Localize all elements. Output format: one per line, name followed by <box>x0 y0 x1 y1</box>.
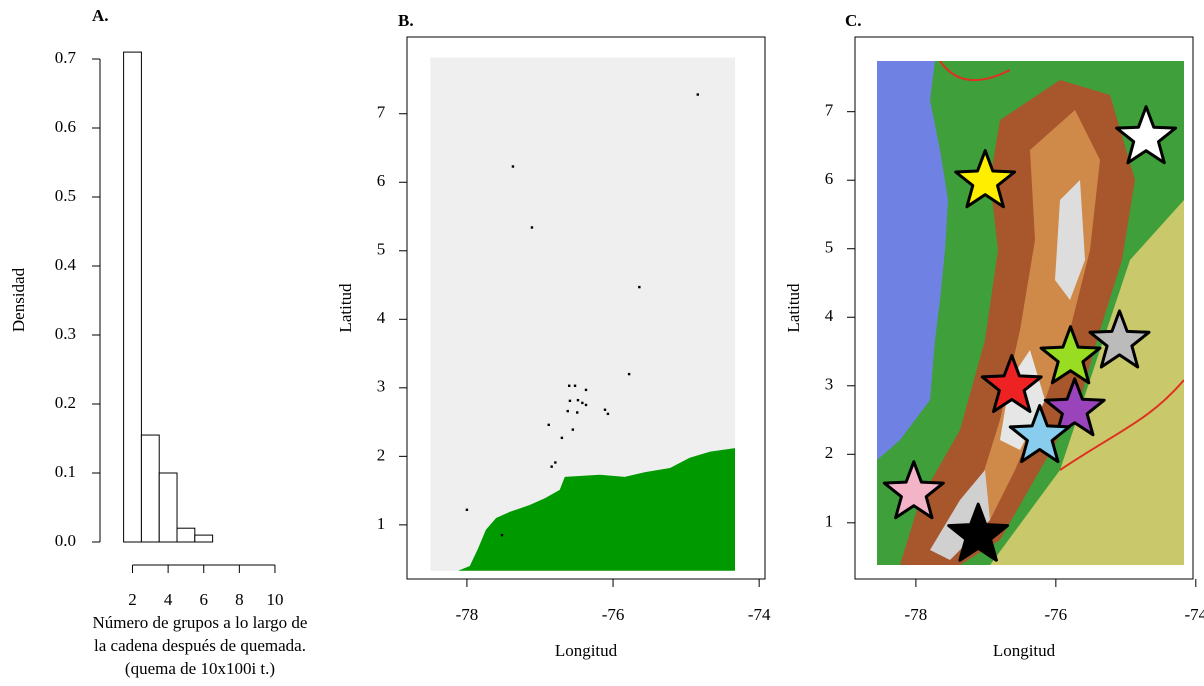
y-tick-label: 0.1 <box>55 462 76 481</box>
y-tick-label: 0.3 <box>55 324 76 343</box>
point <box>568 385 570 387</box>
histogram-bar <box>195 535 213 542</box>
y-tick-label: 2 <box>825 443 834 462</box>
panel-title: A. <box>92 6 109 25</box>
point <box>638 286 640 288</box>
point <box>604 409 606 411</box>
point <box>531 226 533 228</box>
y-tick-label: 0.7 <box>55 48 77 67</box>
point <box>561 437 563 439</box>
x-tick-label: -76 <box>602 605 625 624</box>
x-tick-label: 2 <box>128 590 137 609</box>
x-tick-label: 10 <box>266 590 283 609</box>
y-tick-label: 7 <box>377 103 386 122</box>
point <box>572 428 574 430</box>
point <box>628 373 630 375</box>
point <box>554 461 556 463</box>
y-tick-label: 0.0 <box>55 531 76 550</box>
y-tick-label: 3 <box>377 377 386 396</box>
y-tick-label: 7 <box>825 101 834 120</box>
y-tick-label: 5 <box>825 238 834 257</box>
x-axis-label: (quema de 10x100i t.) <box>125 659 275 678</box>
y-tick-label: 0.2 <box>55 393 76 412</box>
x-tick-label: -74 <box>748 605 771 624</box>
figure: A. 0.0 0.1 0.2 0.3 0.4 0.5 0.6 0.7 2 4 6 8 10 Número d… <box>0 0 1204 686</box>
y-tick-label: 0.6 <box>55 117 76 136</box>
x-axis-label: Longitud <box>555 641 618 660</box>
y-tick-label: 6 <box>377 171 386 190</box>
y-tick-label: 2 <box>377 445 386 464</box>
y-axis-label: Densidad <box>9 267 28 332</box>
point <box>512 165 514 167</box>
point <box>569 400 571 402</box>
point <box>581 402 583 404</box>
x-tick-label: -78 <box>905 605 928 624</box>
x-tick-label: -78 <box>456 605 479 624</box>
point <box>550 465 552 467</box>
x-axis-label: la cadena después de quemada. <box>94 636 306 655</box>
y-tick-label: 5 <box>377 240 386 259</box>
point <box>577 399 579 401</box>
y-tick-label: 3 <box>825 375 834 394</box>
x-tick-label: 8 <box>235 590 244 609</box>
y-axis-label: Latitud <box>336 283 355 333</box>
point <box>574 385 576 387</box>
y-tick-label: 1 <box>825 512 834 531</box>
point <box>501 534 503 536</box>
point <box>466 509 468 511</box>
point <box>585 404 587 406</box>
point <box>576 411 578 413</box>
y-tick-label: 4 <box>377 308 386 327</box>
panel-title: C. <box>845 11 862 30</box>
point <box>548 424 550 426</box>
panel-title: B. <box>398 11 414 30</box>
x-axis-label: Longitud <box>993 641 1056 660</box>
histogram-bar <box>124 52 142 542</box>
x-tick-label: -74 <box>1184 605 1204 624</box>
y-tick-label: 4 <box>825 306 834 325</box>
point <box>567 410 569 412</box>
x-axis-label: Número de grupos a lo largo de <box>93 613 308 632</box>
y-axis-label: Latitud <box>784 283 803 333</box>
y-tick-label: 6 <box>825 169 834 188</box>
point <box>585 389 587 391</box>
histogram-bar <box>159 473 177 542</box>
point <box>607 413 609 415</box>
histogram-bar <box>141 435 159 542</box>
x-tick-label: 4 <box>164 590 173 609</box>
x-tick-label: 6 <box>199 590 208 609</box>
point <box>697 93 699 95</box>
histogram-bar <box>177 528 195 542</box>
y-tick-label: 0.4 <box>55 255 77 274</box>
x-tick-label: -76 <box>1045 605 1068 624</box>
y-tick-label: 1 <box>377 514 386 533</box>
y-tick-label: 0.5 <box>55 186 76 205</box>
